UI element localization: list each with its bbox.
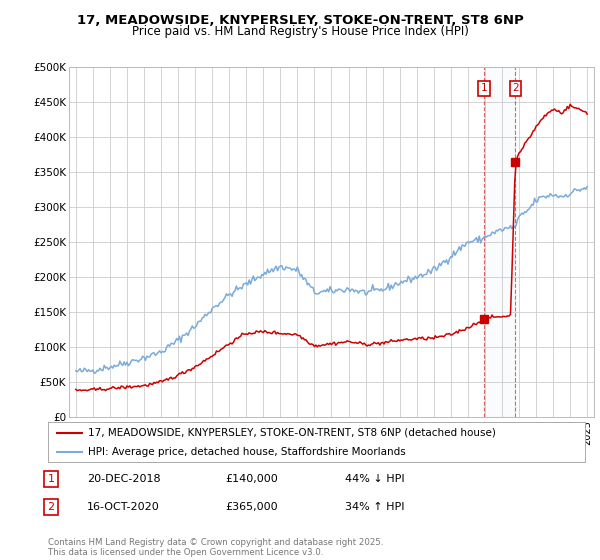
Text: Contains HM Land Registry data © Crown copyright and database right 2025.
This d: Contains HM Land Registry data © Crown c… [48, 538, 383, 557]
Text: 2: 2 [512, 83, 519, 93]
Text: 17, MEADOWSIDE, KNYPERSLEY, STOKE-ON-TRENT, ST8 6NP (detached house): 17, MEADOWSIDE, KNYPERSLEY, STOKE-ON-TRE… [88, 428, 496, 437]
Bar [484, 67, 515, 417]
Text: £365,000: £365,000 [225, 502, 278, 512]
Text: 20-DEC-2018: 20-DEC-2018 [87, 474, 161, 484]
Text: 1: 1 [47, 474, 55, 484]
Text: 1: 1 [481, 83, 488, 93]
Text: HPI: Average price, detached house, Staffordshire Moorlands: HPI: Average price, detached house, Staf… [88, 447, 406, 457]
Text: 44% ↓ HPI: 44% ↓ HPI [345, 474, 404, 484]
Text: 34% ↑ HPI: 34% ↑ HPI [345, 502, 404, 512]
Text: 2: 2 [47, 502, 55, 512]
Text: 17, MEADOWSIDE, KNYPERSLEY, STOKE-ON-TRENT, ST8 6NP: 17, MEADOWSIDE, KNYPERSLEY, STOKE-ON-TRE… [77, 14, 523, 27]
Text: Price paid vs. HM Land Registry's House Price Index (HPI): Price paid vs. HM Land Registry's House … [131, 25, 469, 38]
Text: £140,000: £140,000 [225, 474, 278, 484]
Text: 16-OCT-2020: 16-OCT-2020 [87, 502, 160, 512]
